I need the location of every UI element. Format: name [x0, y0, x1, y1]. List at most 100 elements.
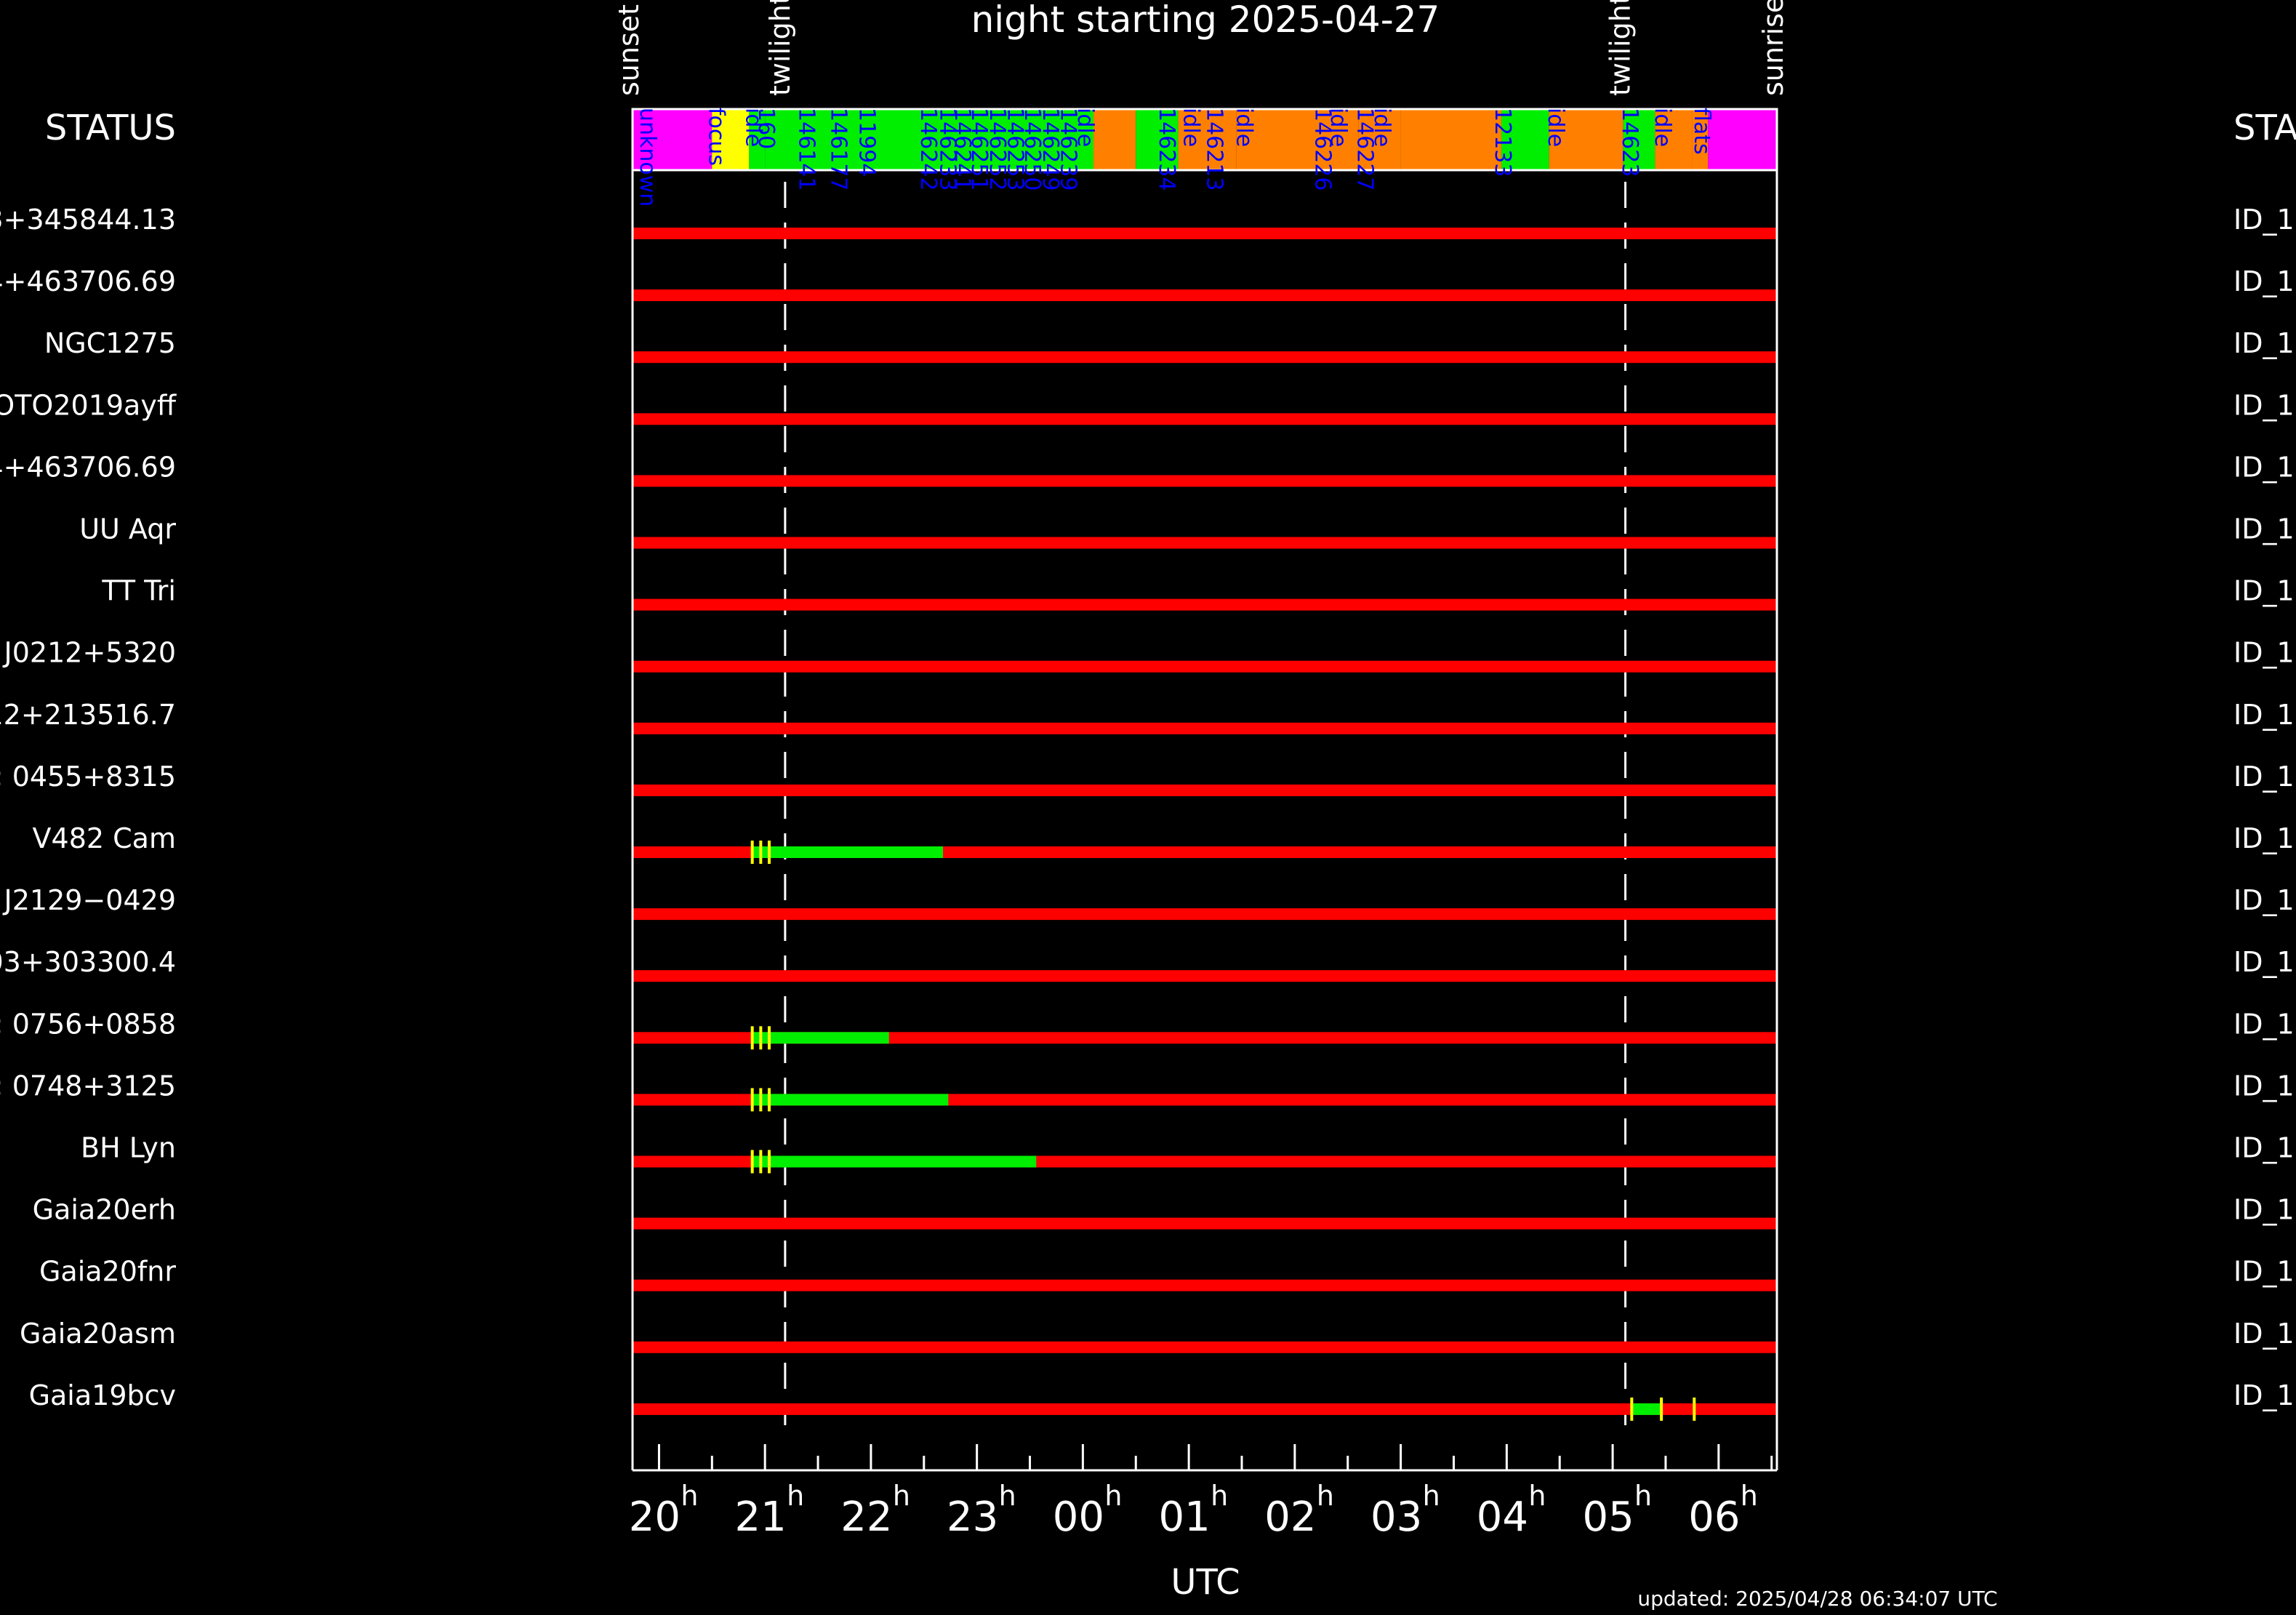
status-text-label: idle — [1650, 108, 1675, 147]
target-name: ; 0455+8315 — [0, 761, 176, 793]
target-green-bar — [752, 1094, 949, 1105]
target-row: ; 0748+3125 ID_1 — [0, 1070, 2295, 1111]
target-name: ; 0748+3125 — [0, 1070, 176, 1102]
target-red-bar — [633, 1342, 1777, 1353]
target-row: J0212+5320 ID_1 — [3, 637, 2295, 673]
target-row: NGC1275 ID_1 — [44, 327, 2295, 363]
x-tick-label: 21 — [735, 1494, 787, 1541]
target-row: 12+213516.7 ID_1 — [0, 699, 2295, 734]
status-segment — [1093, 109, 1136, 170]
status-text-label: idle — [1543, 108, 1568, 147]
target-green-bar — [1631, 1403, 1661, 1415]
target-id: ID_1 — [2233, 327, 2295, 359]
status-text-label: 146234 — [1154, 108, 1179, 191]
status-text-label: 146141 — [794, 108, 819, 191]
target-row: BH Lyn ID_1 — [81, 1132, 2295, 1174]
target-id: ID_1 — [2233, 1132, 2295, 1164]
target-rows: 3+345844.13 ID_1 4+463706.69 ID_1 NGC1275 ID_… — [0, 204, 2295, 1421]
target-id: ID_1 — [2233, 1318, 2295, 1350]
target-id: ID_1 — [2233, 699, 2295, 731]
status-text-label: 12133 — [1490, 108, 1515, 177]
status-text-label: idle — [1369, 108, 1394, 147]
x-tick-suffix: h — [1634, 1480, 1652, 1512]
target-row: 4+463706.69 ID_1 — [0, 265, 2295, 301]
target-red-bar — [633, 475, 1777, 486]
target-row: V482 Cam ID_1 — [33, 822, 2295, 864]
target-name: V482 Cam — [33, 822, 176, 854]
target-id: ID_1 — [2233, 761, 2295, 793]
target-id: ID_1 — [2233, 451, 2295, 483]
target-green-bar — [752, 1032, 889, 1043]
status-text-label: unknown — [635, 108, 660, 207]
target-row: TT Tri ID_1 — [101, 575, 2294, 611]
x-tick-label: 05 — [1582, 1494, 1634, 1541]
status-text-label: 11994 — [854, 108, 880, 177]
x-tick-label: 06 — [1688, 1494, 1740, 1541]
target-name: NGC1275 — [44, 327, 176, 359]
x-tick-suffix: h — [1528, 1480, 1546, 1512]
target-row: 03+303300.4 ID_1 — [0, 946, 2295, 982]
status-label-left: STATUS — [45, 108, 176, 148]
target-name: Gaia20fnr — [39, 1256, 176, 1288]
target-name: Gaia20erh — [33, 1194, 176, 1226]
status-text-label: 14623 — [1617, 108, 1642, 177]
target-name: Gaia20asm — [20, 1318, 176, 1350]
target-id: ID_1 — [2233, 1379, 2295, 1411]
target-name: 12+213516.7 — [0, 699, 176, 731]
target-row: UU Aqr ID_1 — [79, 513, 2294, 549]
event-label: sunrise — [1757, 0, 1789, 96]
x-tick-suffix: h — [1317, 1480, 1334, 1512]
target-id: ID_1 — [2233, 822, 2295, 854]
status-segment — [1708, 109, 1777, 170]
target-name: Gaia19bcv — [29, 1379, 176, 1411]
target-red-bar — [633, 970, 1777, 982]
target-id: ID_1 — [2233, 1194, 2295, 1226]
target-id: ID_1 — [2233, 637, 2295, 669]
event-label: twilight — [764, 0, 796, 96]
x-tick-label: 01 — [1159, 1494, 1211, 1541]
status-text-label: 146177 — [825, 108, 851, 191]
target-name: 4+463706.69 — [0, 265, 176, 297]
target-id: ID_1 — [2233, 389, 2295, 421]
target-id: ID_1 — [2233, 1256, 2295, 1288]
target-id: ID_1 — [2233, 265, 2295, 297]
target-red-bar — [633, 1280, 1777, 1291]
target-red-bar — [633, 289, 1777, 301]
x-tick-label: 02 — [1264, 1494, 1316, 1541]
target-name: TT Tri — [101, 575, 176, 607]
target-id: ID_1 — [2233, 946, 2295, 978]
target-id: ID_1 — [2233, 204, 2295, 236]
target-red-bar — [633, 1403, 1777, 1415]
target-red-bar — [633, 599, 1777, 611]
event-label: twilight — [1605, 0, 1637, 96]
target-row: Gaia20asm ID_1 — [20, 1318, 2295, 1353]
target-row: ; 0455+8315 ID_1 — [0, 761, 2295, 796]
x-tick-suffix: h — [681, 1480, 698, 1512]
target-id: ID_1 — [2233, 1008, 2295, 1040]
target-row: 4+463706.69 ID_1 — [0, 451, 2295, 486]
target-name: UU Aqr — [79, 513, 176, 545]
target-row: Gaia20fnr ID_1 — [39, 1256, 2295, 1291]
x-tick-suffix: h — [787, 1480, 804, 1512]
target-name: J2129−0429 — [3, 884, 176, 916]
target-red-bar — [633, 1218, 1777, 1230]
target-red-bar — [633, 351, 1777, 363]
x-tick-label: 03 — [1370, 1494, 1422, 1541]
status-text-label: 146213 — [1202, 108, 1227, 191]
target-name: BH Lyn — [81, 1132, 176, 1164]
x-tick-label: 23 — [947, 1494, 998, 1541]
target-red-bar — [633, 537, 1777, 549]
x-tick-label: 20 — [629, 1494, 681, 1541]
target-name: 3+345844.13 — [0, 204, 176, 236]
target-row: Gaia19bcv ID_1 — [29, 1379, 2295, 1421]
target-id: ID_1 — [2233, 1070, 2295, 1102]
x-tick-suffix: h — [1104, 1480, 1122, 1512]
target-name: J0212+5320 — [3, 637, 176, 669]
status-text-label: idle — [1232, 108, 1257, 147]
target-id: ID_1 — [2233, 513, 2295, 545]
target-red-bar — [633, 228, 1777, 239]
target-red-bar — [633, 661, 1777, 673]
chart-title: night starting 2025-04-27 — [971, 0, 1440, 41]
